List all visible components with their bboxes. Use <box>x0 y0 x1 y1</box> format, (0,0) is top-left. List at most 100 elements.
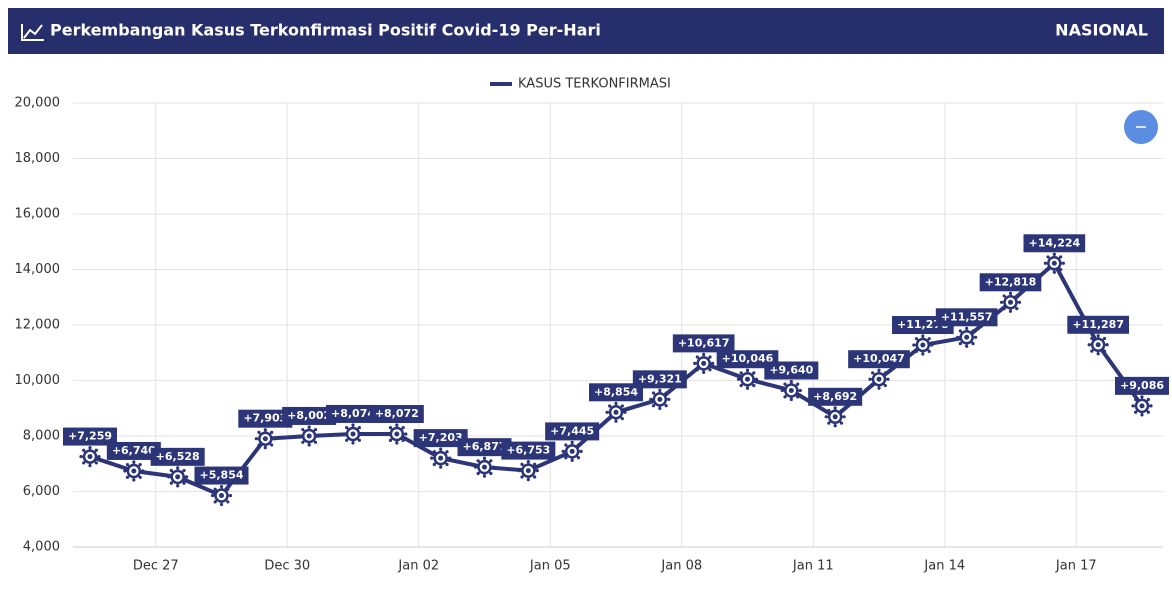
marker-spike-tip <box>871 371 875 375</box>
marker-spike-tip <box>476 471 480 476</box>
virus-marker <box>868 368 890 390</box>
y-tick-label: 14,000 <box>15 262 61 277</box>
marker-spike-tip <box>298 434 302 438</box>
value-label: +10,047 <box>848 350 910 369</box>
virus-marker <box>517 460 539 482</box>
y-tick-label: 6,000 <box>23 484 60 499</box>
marker-spike-tip <box>1146 397 1150 402</box>
collapse-button[interactable] <box>1124 110 1158 144</box>
plot: 4,000 6,000 8,000 10,000 12,000 14,000 16,000 1… <box>15 96 1170 574</box>
marker-spike-tip <box>1090 349 1094 353</box>
virus-marker <box>561 440 583 463</box>
marker-spike-tip <box>1046 255 1050 259</box>
marker-spike-tip <box>182 481 186 485</box>
value-label-box <box>632 370 687 389</box>
marker-spike-tip <box>1002 294 1006 298</box>
marker-core <box>613 409 619 415</box>
series-line <box>89 261 1144 498</box>
marker-spike-tip <box>176 484 180 488</box>
marker-core <box>876 376 882 382</box>
marker-spike-tip <box>301 440 305 444</box>
marker-core <box>788 387 794 393</box>
marker-spike-tip <box>780 388 784 393</box>
marker-spike-tip <box>605 410 609 414</box>
marker-spike-tip <box>883 371 887 375</box>
marker-spike-tip <box>614 419 618 423</box>
virus-marker <box>123 460 145 482</box>
marker-spike-tip <box>927 337 931 341</box>
value-label: +9,321 <box>632 370 687 389</box>
value-label-text: +6,753 <box>506 444 550 457</box>
marker-spike-tip <box>210 493 215 498</box>
marker-spike-tip <box>736 377 741 381</box>
marker-spike-tip <box>395 423 399 427</box>
value-label: +7,203 <box>413 429 468 448</box>
value-label: +8,854 <box>588 383 644 402</box>
marker-spike-tip <box>482 456 487 460</box>
marker-spike-tip <box>94 448 98 452</box>
value-label-text: +7,203 <box>419 431 463 444</box>
virus-marker <box>298 425 320 447</box>
marker-spike-tip <box>342 432 346 436</box>
header-bar <box>8 8 1164 54</box>
virus-marker <box>999 291 1022 313</box>
marker-core <box>745 376 750 382</box>
marker-spike-tip <box>570 440 574 445</box>
marker-spike-tip <box>914 337 919 341</box>
value-label: +7,259 <box>62 427 118 446</box>
marker-spike-tip <box>608 404 612 408</box>
marker-spike-tip <box>842 415 846 419</box>
marker-spike-tip <box>141 469 145 473</box>
marker-spike-tip <box>94 461 98 465</box>
y-tick-label: 12,000 <box>15 318 61 333</box>
marker-spike-tip <box>520 462 524 466</box>
marker-spike-tip <box>664 404 668 408</box>
marker-spike-tip <box>868 377 872 381</box>
marker-spike-tip <box>561 449 565 454</box>
marker-spike-tip <box>839 421 844 425</box>
marker-spike-tip <box>97 454 101 459</box>
x-tick-label: Jan 02 <box>397 559 439 574</box>
marker-spike-tip <box>827 408 831 413</box>
marker-spike-tip <box>921 352 925 356</box>
marker-spike-tip <box>711 361 715 365</box>
marker-spike-tip <box>708 355 712 359</box>
marker-spike-tip <box>667 397 671 401</box>
marker-spike-tip <box>649 397 653 401</box>
marker-spike-tip <box>789 397 793 402</box>
marker-spike-tip <box>132 478 136 482</box>
value-label-text: +10,617 <box>678 336 730 349</box>
virus-marker <box>210 484 233 507</box>
value-label-text: +11,557 <box>941 310 993 323</box>
marker-spike-tip <box>520 475 524 479</box>
value-label: +11,557 <box>935 308 998 327</box>
marker-core <box>1139 403 1145 409</box>
marker-spike-tip <box>1134 410 1138 414</box>
value-label: +8,002 <box>282 406 337 425</box>
marker-spike-tip <box>739 371 743 375</box>
marker-spike-tip <box>1102 336 1107 341</box>
virus-marker <box>912 334 934 356</box>
x-tick-label: Jan 11 <box>792 559 834 574</box>
value-label-box <box>62 427 118 446</box>
marker-spike-tip <box>526 478 530 482</box>
virus-marker <box>693 352 715 374</box>
value-label-text: +6,528 <box>156 450 200 463</box>
marker-spike-tip <box>695 368 699 372</box>
value-label-box <box>716 350 779 369</box>
marker-spike-tip <box>439 465 443 469</box>
marker-spike-tip <box>798 388 802 393</box>
virus-marker <box>473 456 496 478</box>
marker-spike-tip <box>351 423 355 427</box>
value-label-text: +8,692 <box>813 390 857 403</box>
marker-spike-tip <box>664 391 668 395</box>
virus-marker <box>167 466 189 488</box>
x-tick-label: Jan 08 <box>660 559 702 574</box>
marker-spike-tip <box>219 484 224 489</box>
marker-spike-tip <box>228 493 233 498</box>
marker-spike-tip <box>272 437 276 441</box>
marker-spike-tip <box>316 434 320 438</box>
virus-marker <box>824 406 846 428</box>
